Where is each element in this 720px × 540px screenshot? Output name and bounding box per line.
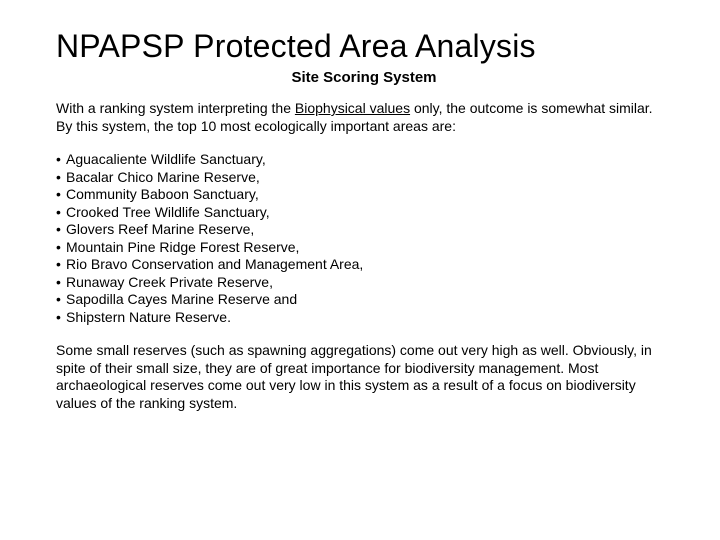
closing-paragraph: Some small reserves (such as spawning ag… [56,342,672,412]
list-item: •Glovers Reef Marine Reserve, [56,221,672,239]
bullet-icon: • [56,309,66,327]
intro-paragraph: With a ranking system interpreting the B… [56,100,672,135]
list-item-label: Glovers Reef Marine Reserve, [66,221,254,237]
list-item: •Rio Bravo Conservation and Management A… [56,256,672,274]
list-item-label: Runaway Creek Private Reserve, [66,274,273,290]
page-title: NPAPSP Protected Area Analysis [56,28,672,65]
bullet-icon: • [56,169,66,187]
intro-pre: With a ranking system interpreting the [56,100,295,116]
bullet-icon: • [56,186,66,204]
list-item-label: Bacalar Chico Marine Reserve, [66,169,260,185]
bullet-icon: • [56,204,66,222]
bullet-icon: • [56,274,66,292]
list-item-label: Crooked Tree Wildlife Sanctuary, [66,204,270,220]
list-item-label: Aguacaliente Wildlife Sanctuary, [66,151,266,167]
list-item: •Bacalar Chico Marine Reserve, [56,169,672,187]
list-item: •Shipstern Nature Reserve. [56,309,672,327]
bullet-icon: • [56,291,66,309]
areas-list: •Aguacaliente Wildlife Sanctuary, •Bacal… [56,151,672,326]
intro-underlined: Biophysical values [295,100,410,116]
page-subtitle: Site Scoring System [56,69,672,86]
list-item: •Aguacaliente Wildlife Sanctuary, [56,151,672,169]
list-item-label: Rio Bravo Conservation and Management Ar… [66,256,363,272]
list-item: •Mountain Pine Ridge Forest Reserve, [56,239,672,257]
list-item: •Community Baboon Sanctuary, [56,186,672,204]
list-item: •Crooked Tree Wildlife Sanctuary, [56,204,672,222]
bullet-icon: • [56,256,66,274]
bullet-icon: • [56,151,66,169]
list-item: •Runaway Creek Private Reserve, [56,274,672,292]
list-item-label: Community Baboon Sanctuary, [66,186,259,202]
bullet-icon: • [56,221,66,239]
list-item: •Sapodilla Cayes Marine Reserve and [56,291,672,309]
list-item-label: Sapodilla Cayes Marine Reserve and [66,291,297,307]
bullet-icon: • [56,239,66,257]
list-item-label: Shipstern Nature Reserve. [66,309,231,325]
list-item-label: Mountain Pine Ridge Forest Reserve, [66,239,299,255]
slide-page: NPAPSP Protected Area Analysis Site Scor… [0,0,720,412]
